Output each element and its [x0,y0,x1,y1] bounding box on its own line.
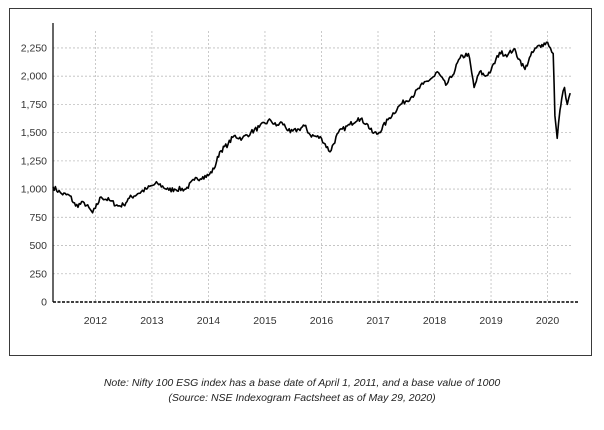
y-tick-label: 0 [41,297,47,309]
y-tick-label: 1,500 [21,127,47,139]
chart-caption: Note: Nifty 100 ESG index has a base dat… [0,376,604,406]
grid-layer [53,31,573,302]
x-tick-label: 2020 [536,315,560,327]
series-line [52,41,571,214]
y-tick-label: 1,250 [21,155,47,167]
x-tick-label: 2019 [479,315,503,327]
axis-layer [52,23,579,303]
y-tick-label: 2,000 [21,71,47,83]
y-tick-label: 500 [29,240,47,252]
x-tick-label: 2012 [84,315,108,327]
series-layer [52,41,571,214]
line-chart: 0 250 500 750 1,000 1,250 1,500 1,750 2,000 2,250… [21,23,579,327]
x-tick-label: 2016 [310,315,334,327]
x-tick-label: 2014 [197,315,221,327]
tick-label-layer: 0 250 500 750 1,000 1,250 1,500 1,750 2,000 2,250… [21,42,560,327]
chart-frame: 0 250 500 750 1,000 1,250 1,500 1,750 2,000 2,250… [9,8,592,356]
x-tick-label: 2013 [140,315,164,327]
y-tick-label: 2,250 [21,42,47,54]
caption-note: Note: Nifty 100 ESG index has a base dat… [103,377,501,389]
x-tick-label: 2015 [253,315,277,327]
x-tick-label: 2018 [423,315,447,327]
y-tick-label: 750 [29,212,47,224]
y-tick-label: 250 [29,268,47,280]
caption-source: (Source: NSE Indexogram Factsheet as of … [168,392,436,404]
y-tick-label: 1,750 [21,99,47,111]
y-tick-label: 1,000 [21,184,47,196]
x-tick-label: 2017 [366,315,390,327]
